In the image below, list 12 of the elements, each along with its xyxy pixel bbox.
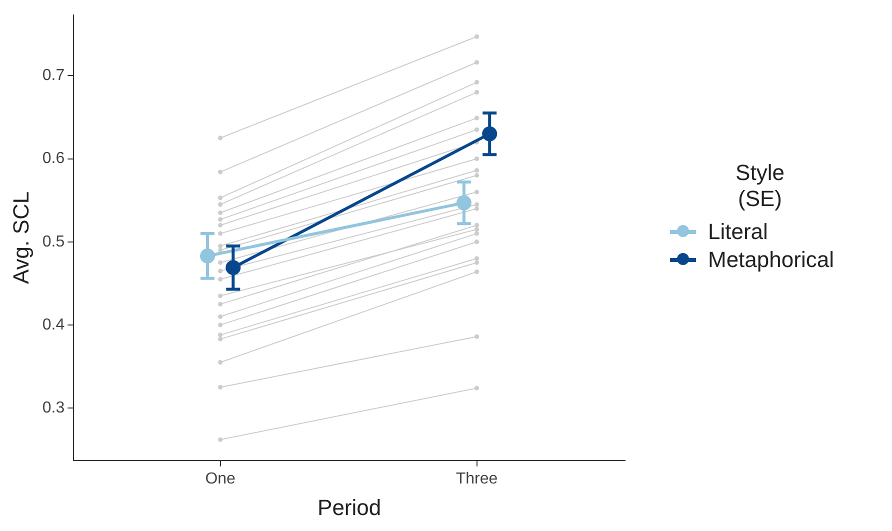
y-axis-title: Avg. SCL bbox=[8, 191, 34, 284]
legend-title: Style (SE) bbox=[734, 160, 786, 212]
legend-label: Literal bbox=[708, 219, 768, 245]
x-axis-title: Period bbox=[318, 494, 382, 520]
y-tick-label: 0.3 bbox=[42, 399, 65, 416]
legend-label: Metaphorical bbox=[708, 247, 834, 273]
y-tick-label: 0.6 bbox=[42, 150, 65, 168]
y-tick-label: 0.7 bbox=[42, 67, 65, 84]
y-tick-label: 0.4 bbox=[42, 316, 65, 334]
y-tick-label: 0.5 bbox=[42, 233, 65, 250]
x-tick-label: One bbox=[205, 470, 236, 488]
x-tick-label: Three bbox=[456, 470, 498, 488]
